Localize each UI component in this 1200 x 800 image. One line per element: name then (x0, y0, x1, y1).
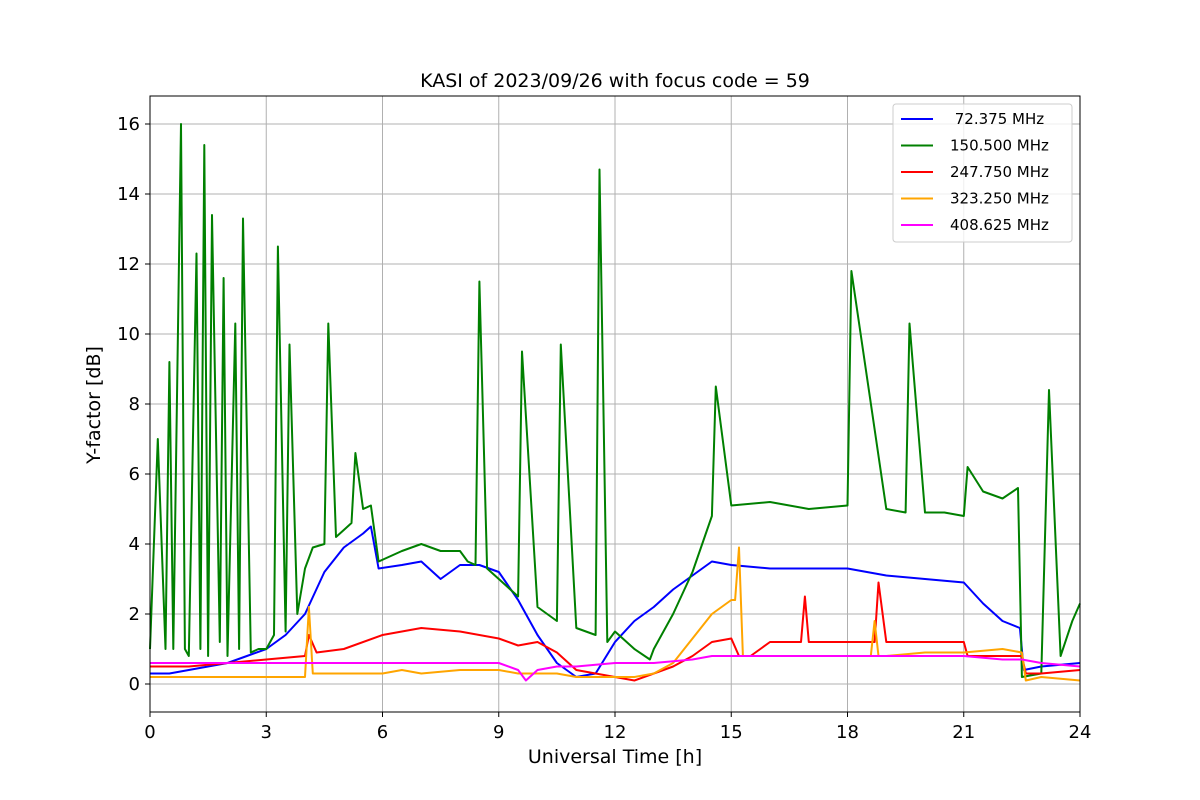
legend-entry: 150.500 MHz (950, 137, 1049, 155)
y-axis: 0 2 4 6 8 10 12 14 16 (117, 114, 150, 695)
x-tick-label: 9 (493, 722, 504, 743)
y-tick-label: 10 (117, 324, 140, 345)
y-tick-label: 16 (117, 114, 140, 135)
y-tick-label: 0 (129, 674, 140, 695)
x-tick-label: 6 (377, 722, 388, 743)
y-tick-label: 12 (117, 254, 140, 275)
x-tick-label: 15 (720, 722, 743, 743)
series-line-1 (150, 525, 1081, 678)
legend-entry: 323.250 MHz (950, 190, 1049, 208)
legend-box (892, 103, 1073, 243)
series-layer (149, 123, 1081, 682)
x-tick-label: 21 (952, 722, 975, 743)
y-axis-label: Y-factor [dB] (83, 346, 105, 465)
series-line-2 (149, 123, 1081, 678)
chart-title: KASI of 2023/09/26 with focus code = 59 (420, 70, 810, 92)
x-tick-label: 3 (261, 722, 272, 743)
legend-entry: 72.375 MHz (950, 110, 1044, 128)
legend-entry: 247.750 MHz (950, 163, 1049, 181)
y-tick-label: 6 (129, 464, 140, 485)
legend-entry: 408.625 MHz (950, 216, 1049, 234)
series-line-5 (150, 655, 1081, 682)
x-tick-label: 12 (604, 722, 627, 743)
x-tick-label: 18 (836, 722, 859, 743)
y-tick-label: 8 (129, 394, 140, 415)
y-tick-label: 14 (117, 184, 140, 205)
x-tick-label: 0 (144, 722, 155, 743)
x-axis: 0 3 6 9 12 15 18 21 24 (144, 712, 1091, 743)
x-axis-label: Universal Time [h] (528, 746, 702, 768)
legend: 72.375 MHz 150.500 MHz 247.750 MHz 323.250 … (892, 103, 1073, 243)
y-tick-label: 4 (129, 534, 140, 555)
x-tick-label: 24 (1069, 722, 1092, 743)
y-tick-label: 2 (129, 604, 140, 625)
